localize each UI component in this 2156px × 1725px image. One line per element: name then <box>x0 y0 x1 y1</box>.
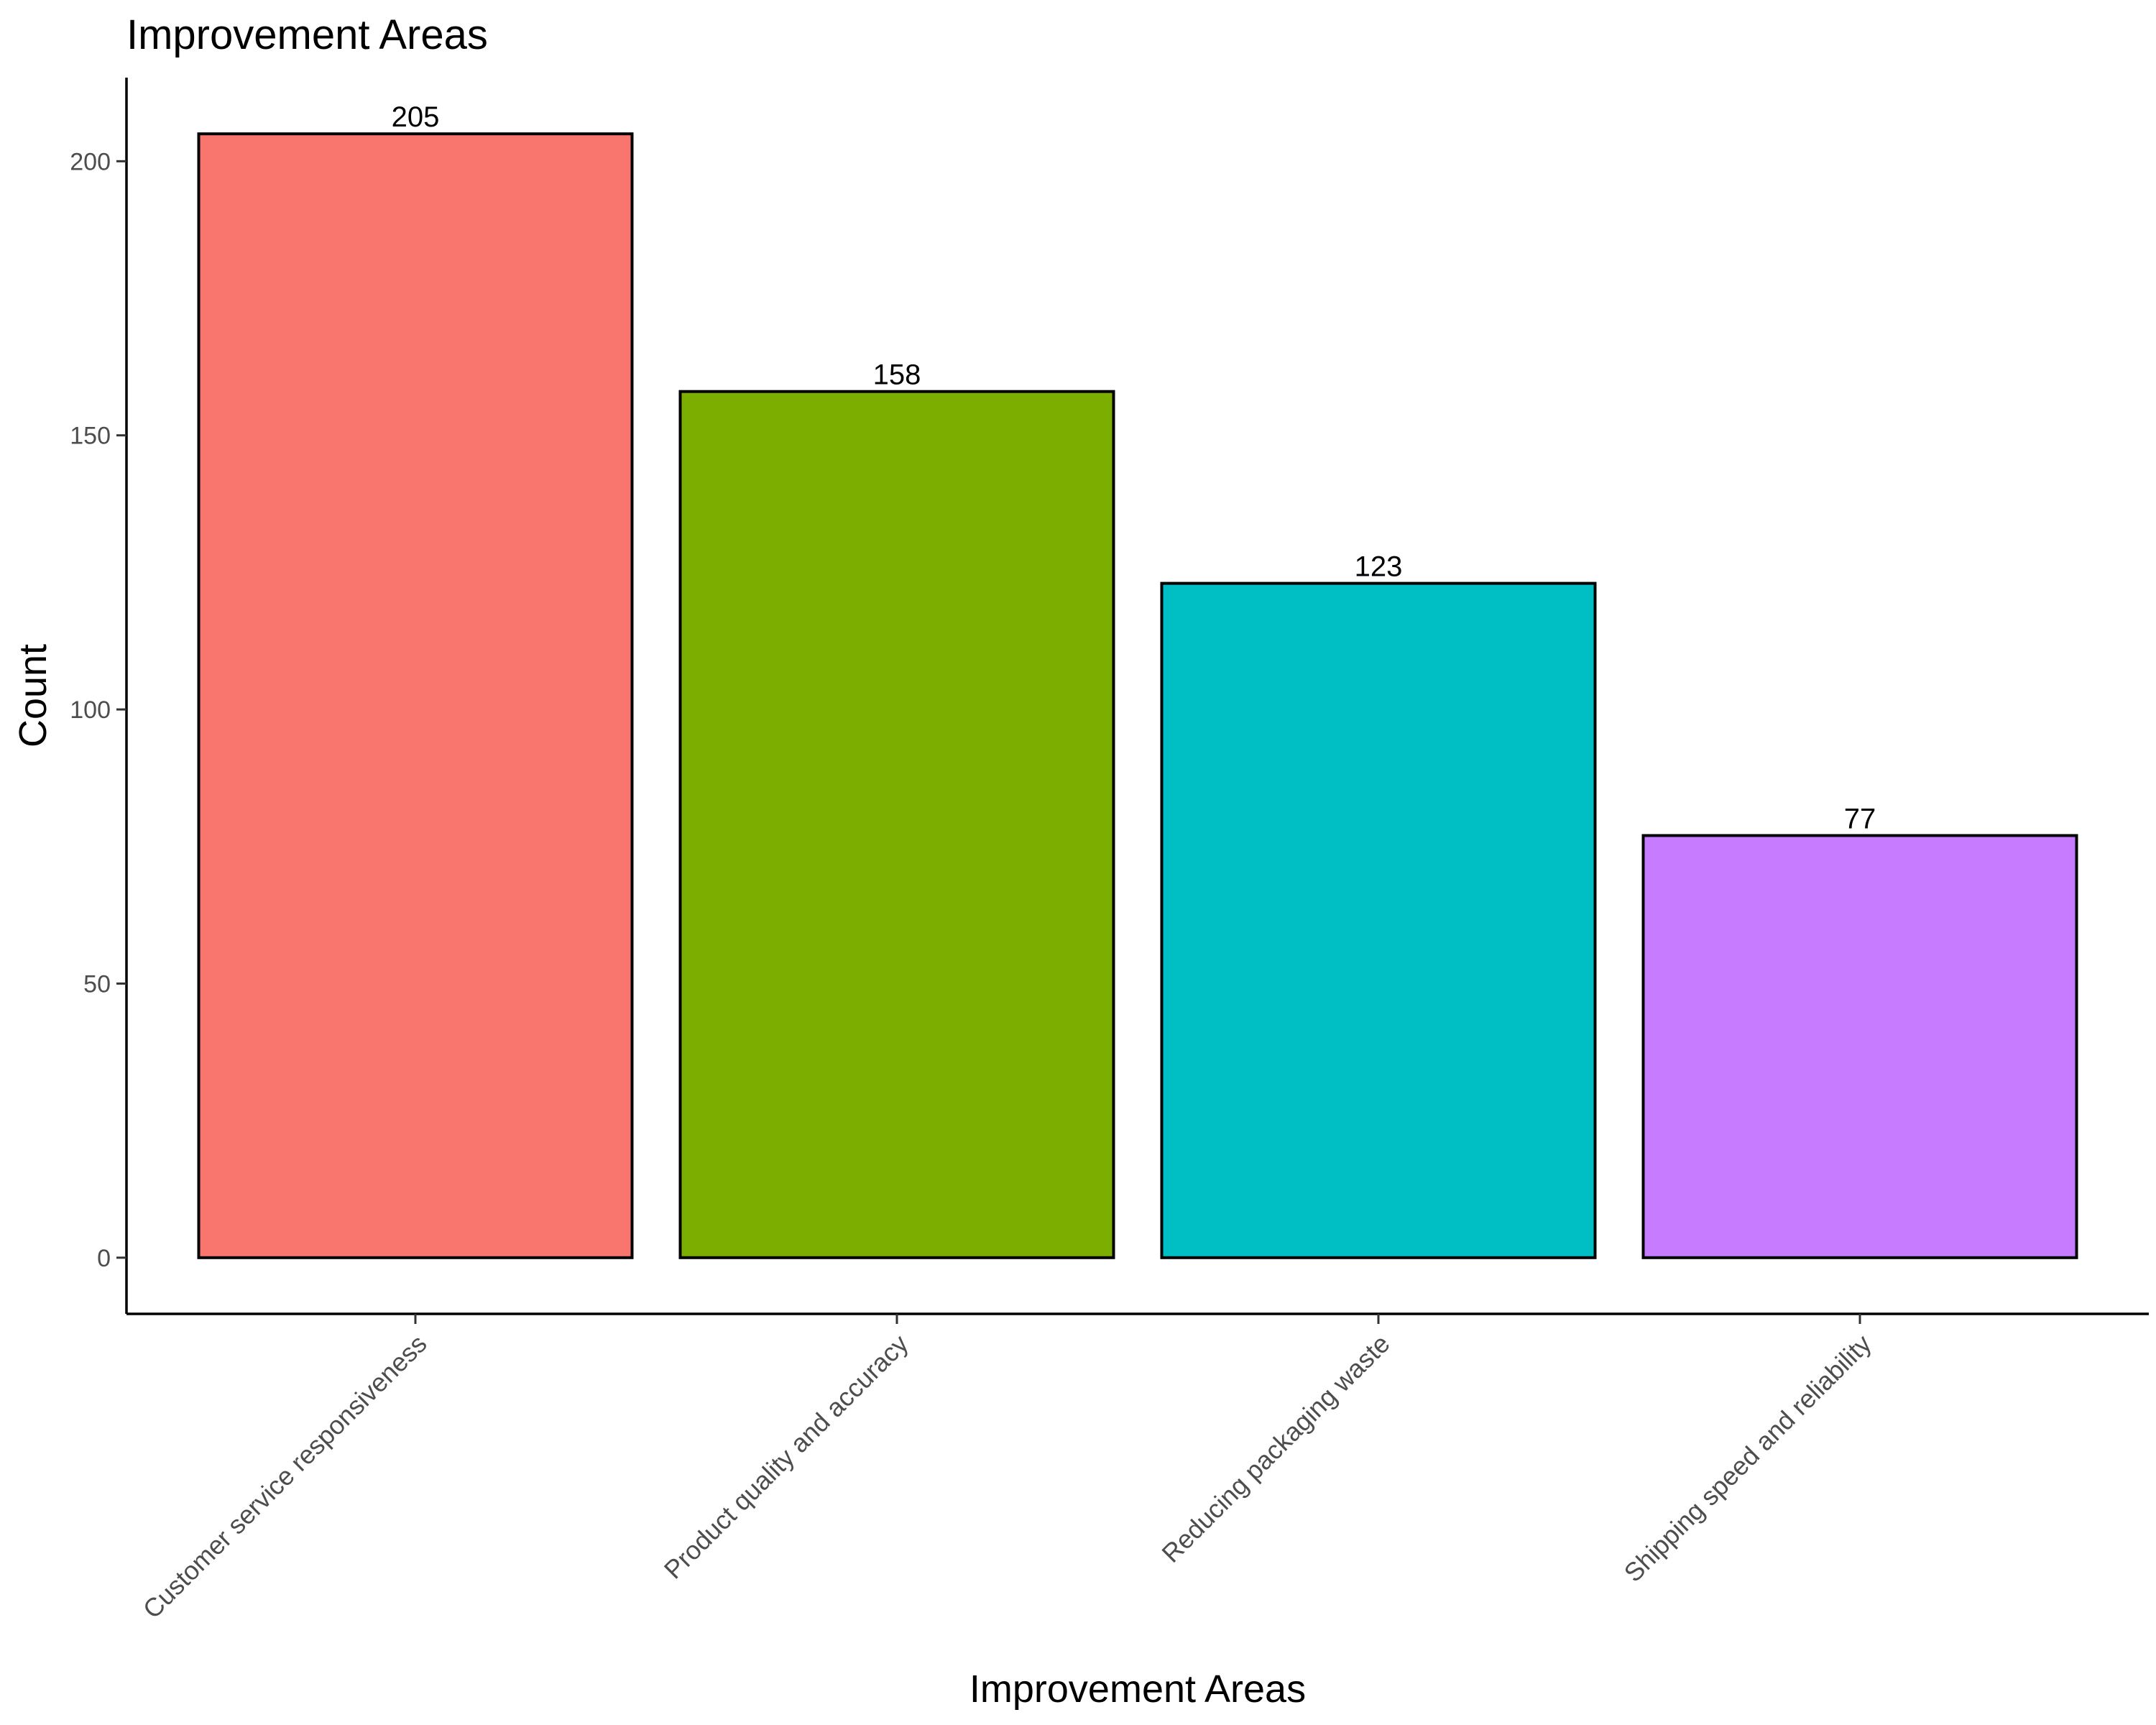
y-tick-label-0: 0 <box>97 1245 111 1272</box>
x-tick-label-1: Product quality and accuracy <box>658 1329 914 1585</box>
data-label-3: 77 <box>1844 804 1876 835</box>
y-axis-title: Count <box>11 644 55 748</box>
data-label-0: 205 <box>392 101 440 133</box>
data-label-1: 158 <box>873 359 921 391</box>
bar-2 <box>1160 581 1597 1259</box>
data-label-2: 123 <box>1355 551 1403 583</box>
data-labels-group: 205 158 123 77 <box>392 101 1876 834</box>
bars-group <box>197 132 2078 1259</box>
x-ticks-group: Customer service responsiveness Product q… <box>137 1314 1877 1624</box>
y-tick-label-2: 100 <box>70 696 111 724</box>
y-tick-label-4: 200 <box>70 148 111 175</box>
x-axis-title: Improvement Areas <box>969 1668 1306 1711</box>
y-tick-label-3: 150 <box>70 423 111 450</box>
y-ticks-group: 0 50 100 150 200 <box>70 148 126 1272</box>
bar-0 <box>197 132 634 1259</box>
x-tick-label-3: Shipping speed and reliability <box>1618 1329 1877 1588</box>
x-tick-label-2: Reducing packaging waste <box>1156 1329 1395 1568</box>
bar-3 <box>1641 834 2078 1259</box>
chart-title: Improvement Areas <box>126 12 488 58</box>
x-tick-label-0: Customer service responsiveness <box>137 1329 433 1624</box>
y-tick-label-1: 50 <box>83 970 111 998</box>
bar-1 <box>678 390 1115 1259</box>
